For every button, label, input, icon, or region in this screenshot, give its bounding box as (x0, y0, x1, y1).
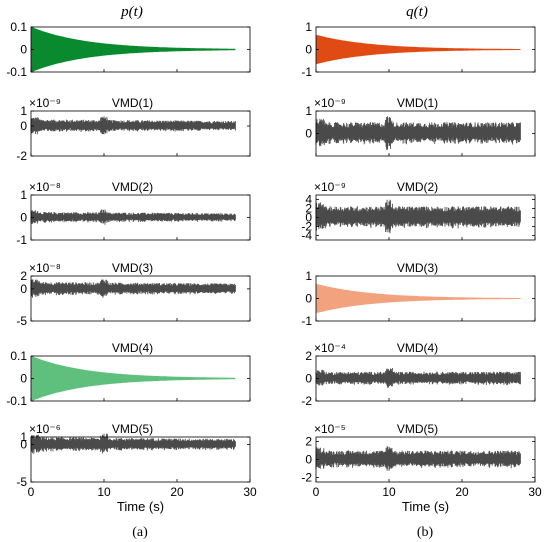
panel-a-4: -5 02×10⁻⁸ VMD(3) (16, 261, 251, 328)
panel-a-6-ytick-label: -5 (16, 475, 27, 489)
panel-a-5-title: VMD(4) (112, 341, 153, 355)
panel-a-6-xtick-label: 20 (170, 485, 184, 499)
panel-b-4-ytick-label: -1 (301, 314, 312, 328)
panel-b-3-ytick-label: 0 (305, 211, 312, 225)
panel-b-4-signal (316, 283, 521, 314)
panel-b-2-ytick-label: 1 (305, 104, 312, 118)
panel-a-3-signal (30, 209, 236, 225)
panel-a-4-ytick-label: 0 (20, 282, 27, 296)
panel-a-4-axes-box (30, 275, 251, 322)
panel-a-2-ytick-label: 1 (20, 104, 27, 118)
panel-a-6-axes-box (30, 436, 251, 483)
panel-b-3-signal (315, 199, 521, 234)
panel-b-2-exponent: ×10⁻⁹ (314, 96, 346, 110)
panel-b-3-ytick-label: 4 (305, 193, 312, 207)
panel-a-6-xtick-label: 10 (97, 485, 111, 499)
panel-a-3-ytick-label: -1 (16, 233, 27, 247)
panel-b-1: -1 0 1 (301, 20, 536, 79)
panel-b-3-title: VMD(2) (397, 180, 438, 194)
panel-b-1-ytick-label: -1 (301, 65, 312, 79)
panel-a-3-exponent: ×10⁻⁸ (29, 180, 61, 194)
panel-b-6-exponent: ×10⁻⁵ (314, 422, 346, 436)
panel-b-6-ytick-label: 2 (305, 435, 312, 449)
panel-a-6-xtick-label: 30 (243, 485, 257, 499)
panel-a-3-ytick-label: 1 (20, 188, 27, 202)
panel-a-5-ytick-label: 0 (20, 372, 27, 386)
panel-a-3: -1 0 1×10⁻⁸ VMD(2) (16, 180, 251, 247)
panel-a-4-ytick-label: -5 (16, 314, 27, 328)
panel-a-2: -2 01×10⁻⁹ VMD(1) (16, 96, 251, 163)
panel-a-1-ytick-label: 0 (20, 43, 27, 57)
caption-a: (a) (132, 525, 148, 540)
panel-b-4-title: VMD(3) (397, 261, 438, 275)
panel-a-2-ytick-label: 0 (20, 119, 27, 133)
panel-a-2-axes-box (30, 110, 251, 157)
panel-b-6-xtick-label: 20 (455, 485, 469, 499)
panel-a-6-xlabel: Time (s) (117, 499, 164, 514)
panel-a-2-exponent: ×10⁻⁹ (29, 96, 61, 110)
panel-b-3-ytick-label: -2 (301, 220, 312, 234)
panel-b-6-xlabel: Time (s) (402, 499, 449, 514)
panel-b-4-ytick-label: 1 (305, 269, 312, 283)
panel-b-6-signal (315, 446, 521, 471)
panel-b-1-ytick-label: 0 (305, 43, 312, 57)
panel-a-6-ytick-label: 0 (20, 438, 27, 452)
panel-b-5-signal (315, 368, 521, 388)
panel-b-6-title: VMD(5) (397, 422, 438, 436)
panel-a-1-signal (31, 26, 236, 73)
panel-b-4: -1 0 1 VMD(3) (301, 261, 536, 328)
panel-b-2-signal (315, 116, 521, 150)
panel-a-1-ytick-label: -0.1 (6, 65, 27, 79)
column-title-q: q(t) (406, 4, 428, 20)
panel-b-6-ytick-label: 0 (305, 453, 312, 467)
panel-b-4-ytick-label: 0 (305, 292, 312, 306)
panel-b-5: -2 0 2×10⁻⁴ VMD(4) (301, 341, 536, 408)
panel-b-1-ytick-label: 1 (305, 20, 312, 34)
panel-b-6-xtick-label: 0 (313, 485, 320, 499)
panel-b-3-exponent: ×10⁻⁹ (314, 180, 346, 194)
panel-b-5-ytick-label: 0 (305, 372, 312, 386)
panel-a-3-ytick-label: 0 (20, 211, 27, 225)
panel-b-5-ytick-label: 2 (305, 349, 312, 363)
panel-a-4-signal (30, 279, 236, 298)
panel-a-5: -0.1 0 0.1 VMD(4) (6, 341, 251, 408)
panel-b-6-xtick-label: 10 (382, 485, 396, 499)
panel-a-5-ytick-label: 0.1 (10, 349, 27, 363)
panel-a-5-signal (31, 355, 236, 402)
panel-b-5-ytick-label: -2 (301, 394, 312, 408)
panel-b-3-ytick-label: -4 (301, 229, 312, 243)
panel-a-1: -0.1 0 0.1 (6, 20, 251, 79)
panel-a-2-ytick-label: -2 (16, 149, 27, 163)
panel-a-4-exponent: ×10⁻⁸ (29, 261, 61, 275)
panel-b-5-title: VMD(4) (397, 341, 438, 355)
panel-a-2-signal (30, 116, 236, 135)
panel-b-3-ytick-label: 2 (305, 202, 312, 216)
panel-a-2-title: VMD(1) (112, 96, 153, 110)
panels-group: -0.100.1-201×10⁻⁹ VMD(1)-101×10⁻⁸ VMD(2)-5… (6, 20, 542, 514)
panel-b-6-ytick-label: -2 (301, 471, 312, 485)
column-title-p: p(t) (120, 4, 143, 20)
caption-b: (b) (417, 525, 434, 540)
panel-a-6-xtick-label: 0 (28, 485, 35, 499)
panel-b-2: 0 1×10⁻⁹ VMD(1) (305, 96, 536, 157)
panel-a-5-ytick-label: -0.1 (6, 394, 27, 408)
panel-a-6-title: VMD(5) (112, 422, 153, 436)
panel-a-6-exponent: ×10⁻⁶ (29, 422, 61, 436)
panel-a-4-ytick-label: 2 (20, 269, 27, 283)
panel-a-6-ytick-label: 1 (20, 430, 27, 444)
panel-b-1-signal (316, 34, 521, 65)
panel-b-2-title: VMD(1) (397, 96, 438, 110)
panel-a-1-ytick-label: 0.1 (10, 20, 27, 34)
panel-a-4-title: VMD(3) (112, 261, 153, 275)
panel-b-2-ytick-label: 0 (305, 127, 312, 141)
panel-b-6-xtick-label: 30 (528, 485, 542, 499)
panel-b-5-exponent: ×10⁻⁴ (314, 341, 346, 355)
panel-a-3-title: VMD(2) (112, 180, 153, 194)
